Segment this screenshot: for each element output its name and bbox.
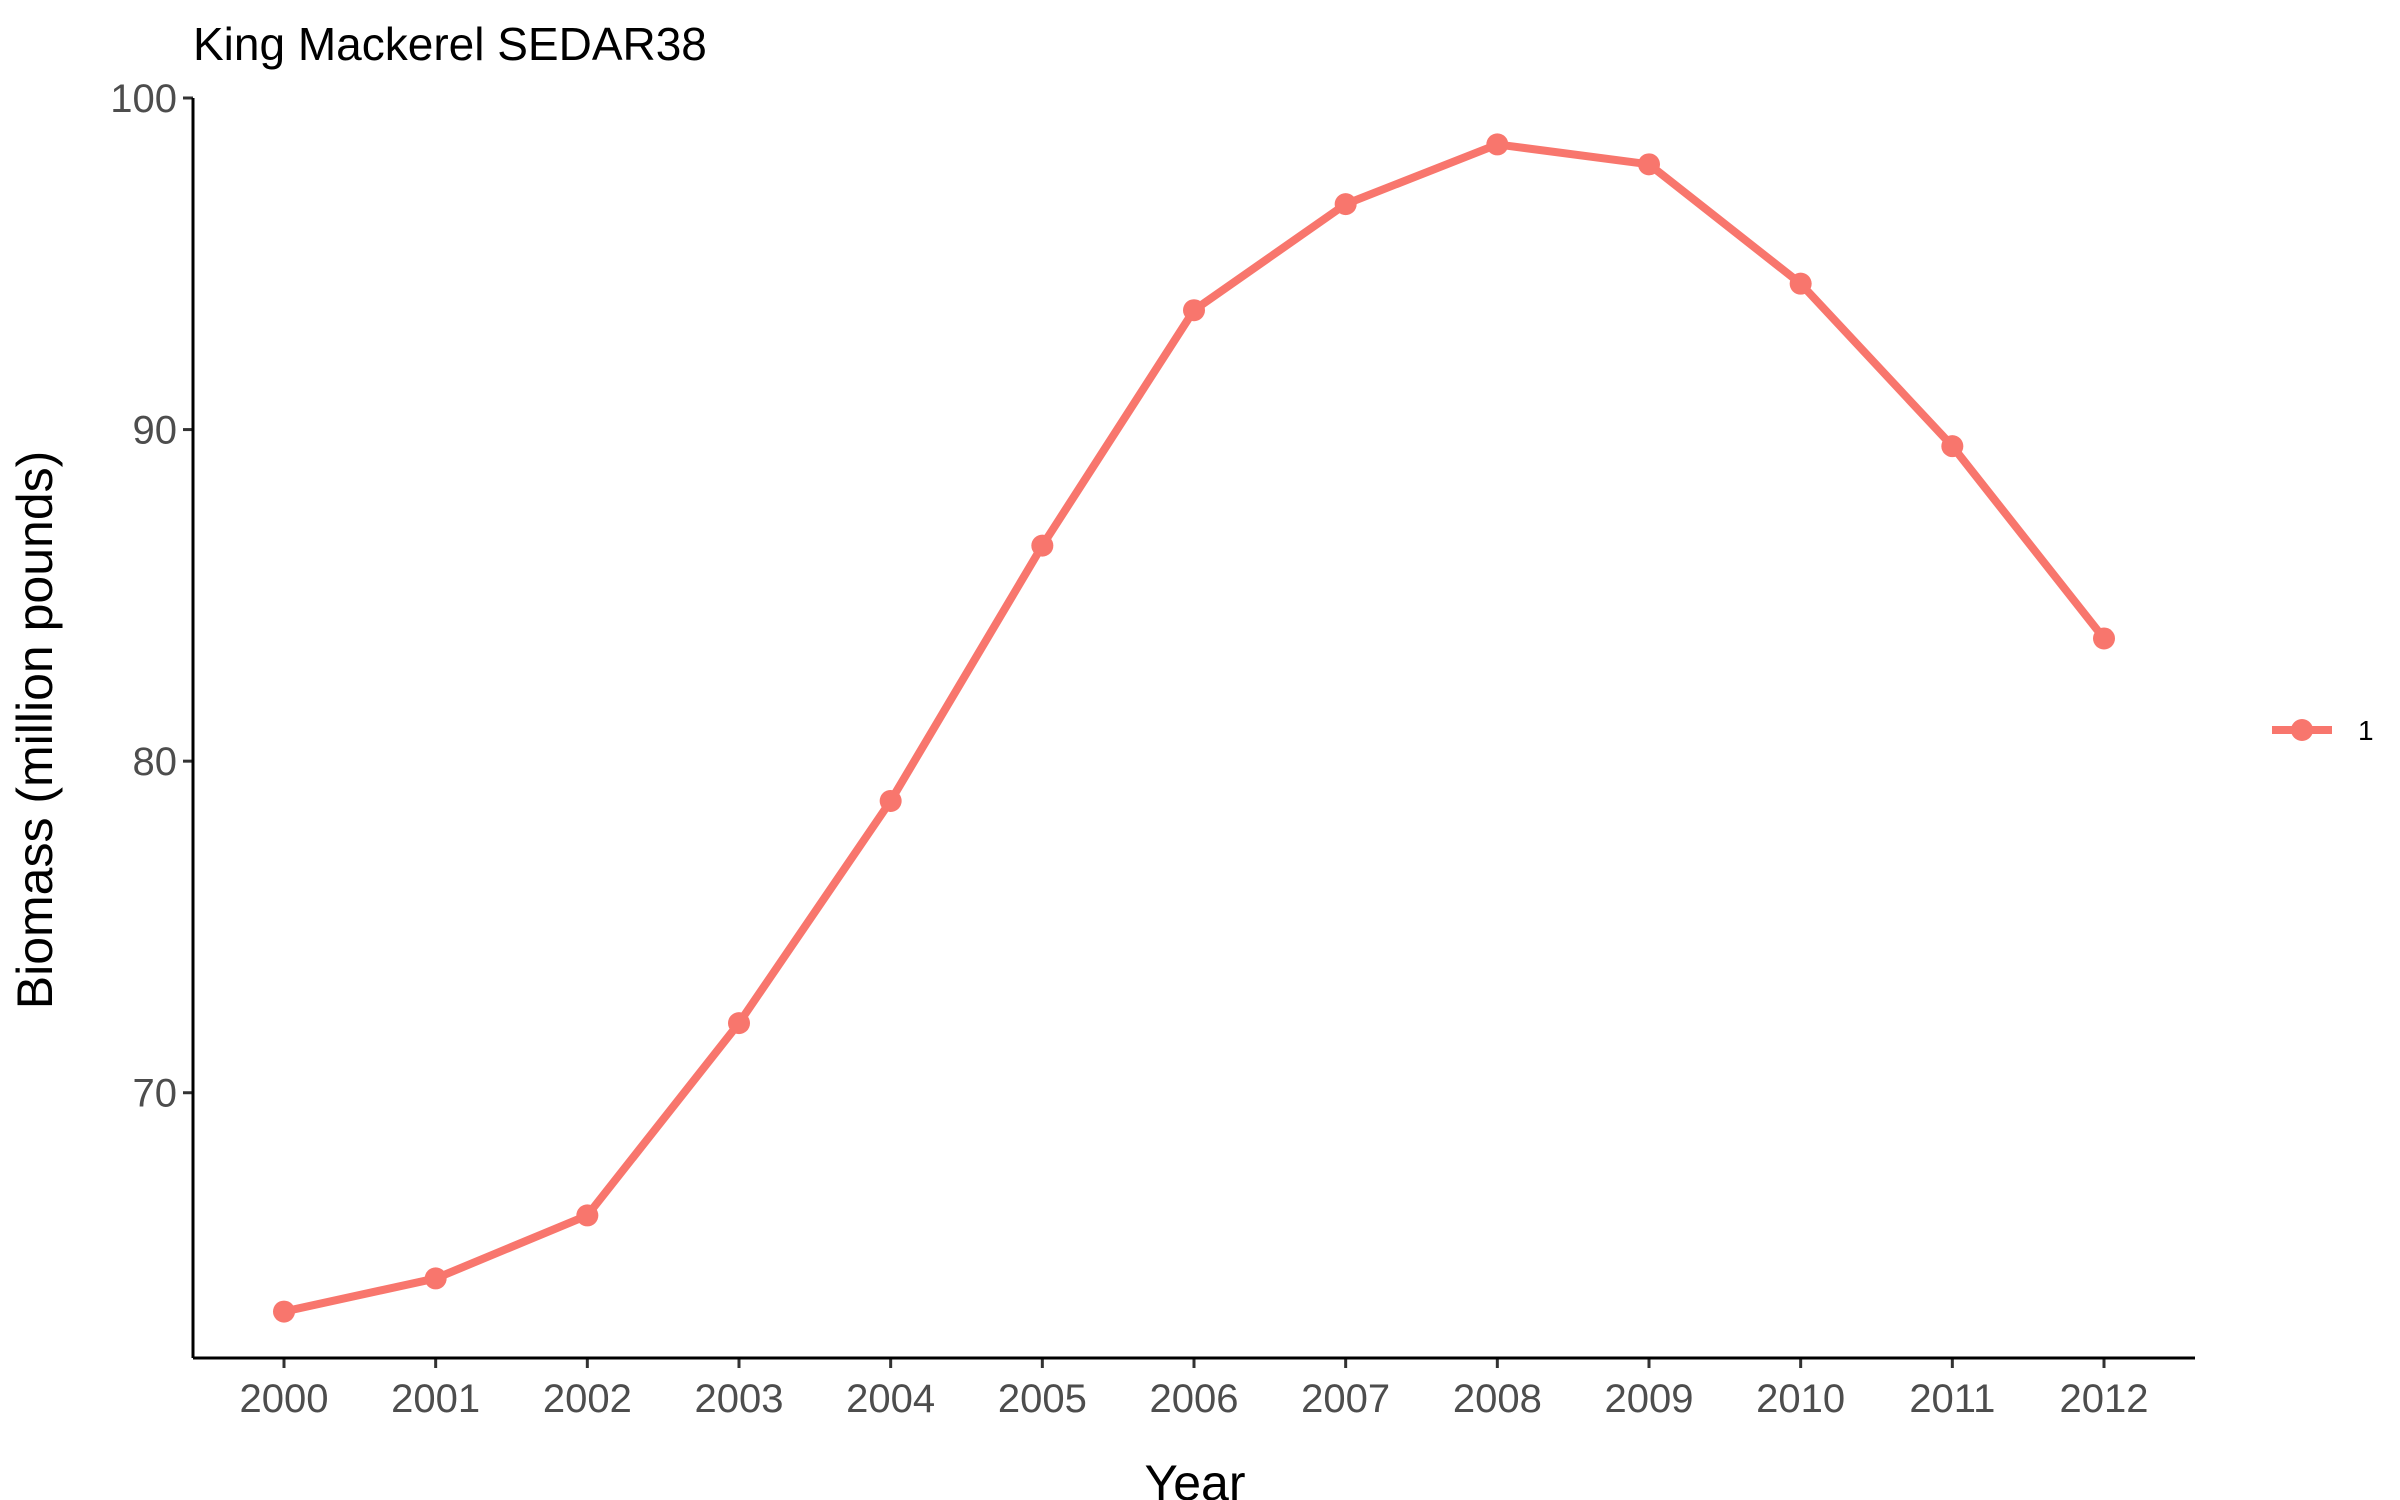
- x-tick-label: 2000: [240, 1377, 329, 1421]
- x-tick-label: 2004: [846, 1377, 935, 1421]
- x-tick-label: 2011: [1909, 1377, 1995, 1421]
- data-point: [1638, 153, 1660, 176]
- x-tick-label: 2006: [1150, 1377, 1239, 1421]
- x-tick-label: 2009: [1605, 1377, 1694, 1421]
- y-tick-label: 80: [133, 740, 178, 784]
- data-point: [1031, 534, 1054, 557]
- data-point: [2093, 627, 2115, 650]
- x-axis-title: Year: [1144, 1455, 1245, 1500]
- y-tick-label: 90: [133, 409, 178, 453]
- x-tick-label: 2010: [1756, 1377, 1845, 1421]
- data-point: [273, 1300, 295, 1323]
- data-point: [424, 1267, 447, 1290]
- data-point: [1789, 272, 1812, 295]
- y-tick-label: 100: [110, 77, 177, 121]
- data-point: [1183, 299, 1205, 322]
- x-tick-label: 2003: [695, 1377, 784, 1421]
- data-point: [728, 1012, 750, 1035]
- y-axis-ticks: 70 80 90 100: [110, 77, 193, 1116]
- x-tick-label: 2002: [543, 1377, 632, 1421]
- data-point: [576, 1204, 599, 1227]
- x-axis-ticks: 2000 2001 2002 2003 2004 2005 2006 2007 2008 2009…: [240, 1358, 2149, 1421]
- legend: 1: [2272, 715, 2374, 746]
- data-point: [1334, 193, 1357, 216]
- data-point: [1486, 133, 1509, 156]
- data-point: [879, 789, 902, 812]
- legend-key-point: [2291, 719, 2313, 741]
- x-tick-label: 2001: [391, 1377, 480, 1421]
- y-axis-title: Biomass (million pounds): [7, 451, 63, 1010]
- x-tick-label: 2008: [1453, 1377, 1542, 1421]
- y-tick-label: 70: [133, 1072, 178, 1116]
- x-tick-label: 2007: [1301, 1377, 1390, 1421]
- chart-title: King Mackerel SEDAR38: [193, 18, 707, 70]
- data-point: [1941, 435, 1964, 458]
- series-layer: [273, 133, 2115, 1323]
- legend-label: 1: [2358, 715, 2374, 746]
- x-tick-label: 2005: [998, 1377, 1087, 1421]
- x-tick-label: 2012: [2060, 1377, 2149, 1421]
